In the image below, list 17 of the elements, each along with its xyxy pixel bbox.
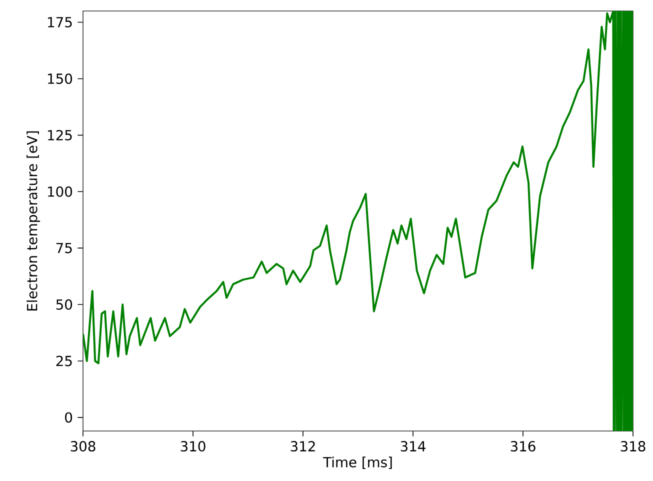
x-tick-label: 312 <box>290 441 315 452</box>
y-tick-label: 75 <box>56 242 72 254</box>
y-tick-label: 150 <box>48 73 72 84</box>
y-tick-label: 175 <box>48 17 72 28</box>
y-tick-label: 0 <box>65 412 72 423</box>
y-axis-title: Electron temperature [eV] <box>26 131 40 310</box>
y-tick-label: 25 <box>56 356 72 366</box>
line-series <box>83 10 633 431</box>
x-tick-label: 316 <box>510 441 536 452</box>
y-tick-label: 100 <box>48 186 72 197</box>
y-tick-label: 50 <box>56 299 72 310</box>
x-tick-label: 318 <box>620 441 646 452</box>
x-axis-title: Time [ms] <box>323 456 392 470</box>
y-tick-label: 125 <box>48 130 72 140</box>
x-tick-label: 310 <box>180 441 206 452</box>
x-tick-label: 308 <box>70 441 96 452</box>
x-tick-label: 314 <box>400 441 426 452</box>
